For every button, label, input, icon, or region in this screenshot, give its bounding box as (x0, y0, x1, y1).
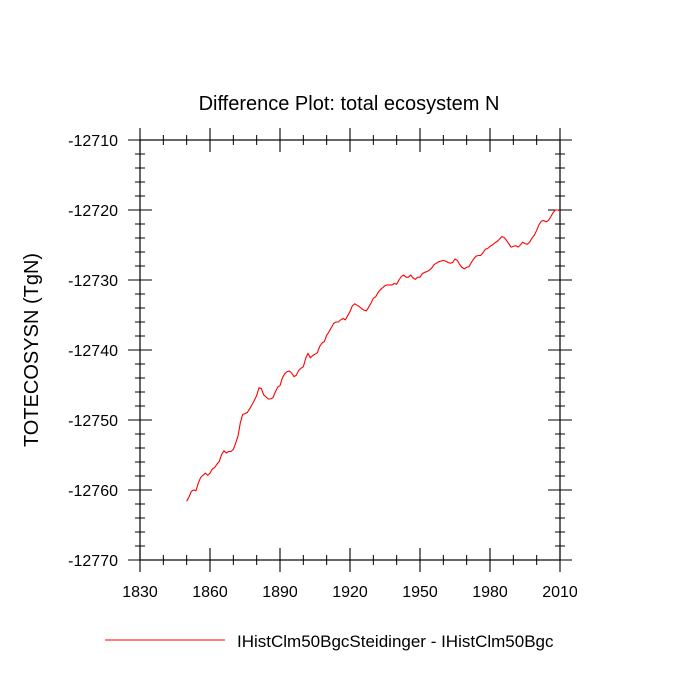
data-series-line (186, 209, 561, 502)
x-axis: 1830 1860 1890 1920 1950 1980 2010 (122, 128, 578, 601)
minor-ticks (135, 135, 565, 565)
y-tick-label: -12760 (68, 483, 118, 500)
x-tick-label: 1830 (122, 584, 158, 601)
y-tick-label: -12730 (68, 273, 118, 290)
y-tick-label: -12740 (68, 343, 118, 360)
legend: IHistClm50BgcSteidinger - IHistClm50Bgc (105, 632, 554, 651)
x-tick-label: 1890 (262, 584, 298, 601)
y-axis-label: TOTECOSYSN (TgN) (21, 253, 43, 447)
plot-frame (139, 139, 561, 561)
legend-label: IHistClm50BgcSteidinger - IHistClm50Bgc (237, 632, 554, 651)
y-tick-label: -12750 (68, 413, 118, 430)
y-tick-label: -12720 (68, 203, 118, 220)
x-tick-label: 1980 (472, 584, 508, 601)
y-tick-label: -12710 (68, 133, 118, 150)
x-tick-label: 1950 (402, 584, 438, 601)
x-tick-label: 2010 (542, 584, 578, 601)
chart-title: Difference Plot: total ecosystem N (199, 93, 500, 115)
y-axis: -12710 -12720 -12730 -12740 -12750 -12760 -127… (68, 133, 572, 570)
x-tick-label: 1920 (332, 584, 368, 601)
y-tick-label: -12770 (68, 553, 118, 570)
x-tick-label: 1860 (192, 584, 228, 601)
